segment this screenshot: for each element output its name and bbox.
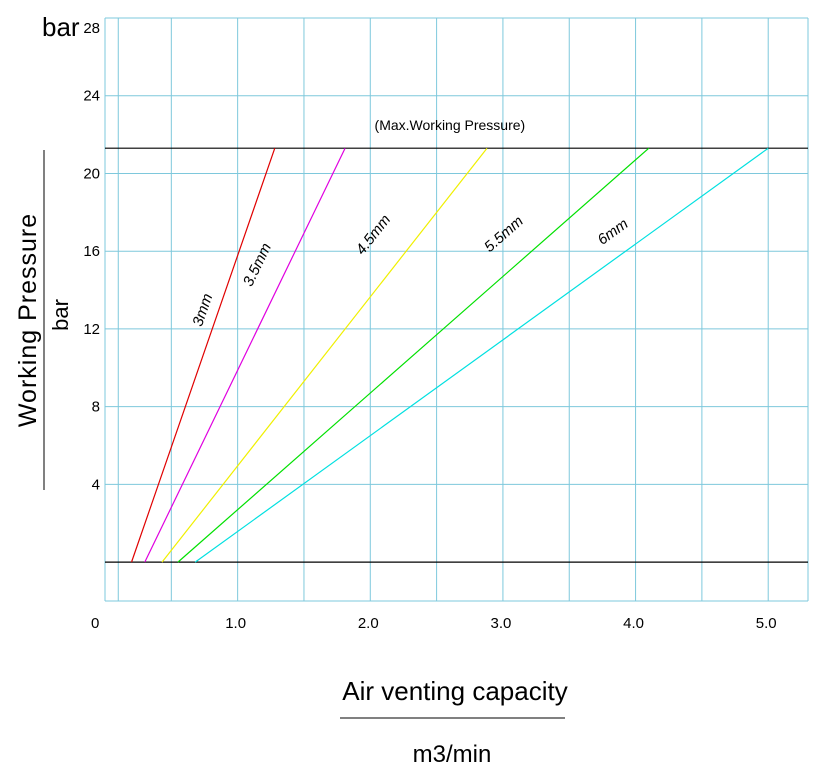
y-tick-label: 12 (83, 321, 100, 338)
x-tick-label: 1.0 (225, 615, 246, 632)
y-tick-label: 24 (83, 88, 100, 105)
reference-lines (105, 147, 808, 563)
series-label: 6mm (595, 215, 632, 248)
x-tick-label: 3.0 (490, 615, 511, 632)
series-label: 5.5mm (481, 213, 527, 256)
tick-labels: 0 1.0 2.0 3.0 4.0 5.0 4 8 12 16 20 24 28 (83, 20, 776, 632)
y-tick-label: 28 (83, 20, 100, 37)
y-axis-label: Working Pressure (14, 213, 42, 427)
series-line (161, 147, 488, 563)
x-tick-label: 4.0 (623, 615, 644, 632)
x-tick-label: 5.0 (756, 615, 777, 632)
grid-lines (104, 17, 809, 602)
y-tick-label: 16 (83, 243, 100, 260)
x-tick-label: 0 (91, 615, 99, 632)
y-tick-label: 8 (92, 399, 100, 416)
y-tick-label: 20 (83, 165, 100, 182)
max-pressure-label: (Max.Working Pressure) (375, 117, 526, 133)
series-label: 3mm (189, 291, 216, 328)
x-axis-unit: m3/min (413, 741, 492, 768)
x-tick-label: 2.0 (358, 615, 379, 632)
series-label: 3.5mm (240, 240, 275, 289)
series-line (194, 147, 769, 563)
y-tick-label: 4 (92, 476, 100, 493)
series-line (130, 148, 276, 563)
y-axis-unit: bar (48, 299, 73, 331)
y-unit-top: bar (42, 12, 80, 42)
series-line (144, 147, 346, 563)
series-line (177, 147, 650, 563)
x-axis-label: Air venting capacity (342, 676, 567, 706)
